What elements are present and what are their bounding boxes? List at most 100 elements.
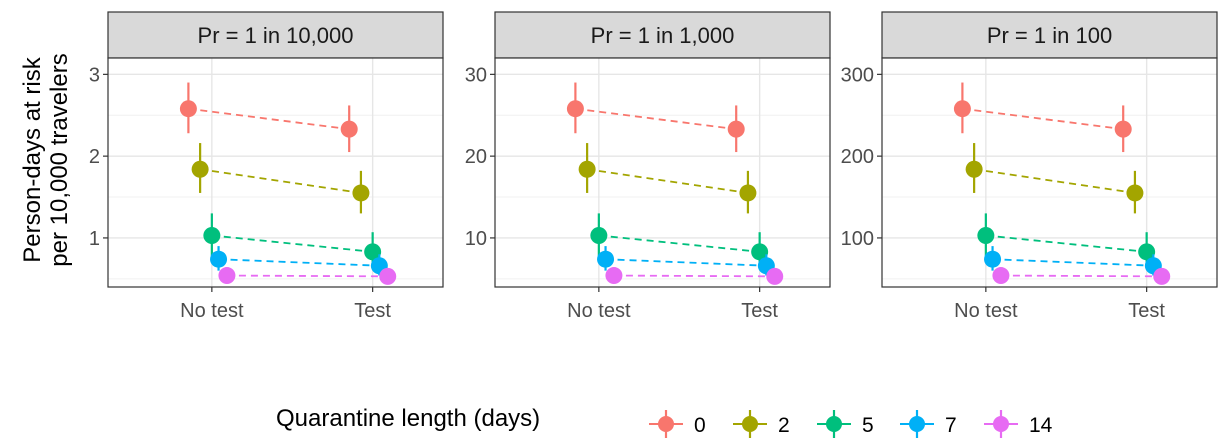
- series-0-facet-2: [566, 82, 745, 153]
- legend-item-2: 2: [733, 410, 790, 438]
- y-tick-label: 1: [89, 228, 100, 250]
- series-line: [985, 234, 1147, 253]
- legend-label: 7: [945, 414, 957, 437]
- series-line: [598, 234, 760, 253]
- panel-border-3: [881, 57, 1218, 288]
- legend-label: 14: [1029, 414, 1053, 437]
- y-tick-label: 100: [841, 228, 874, 250]
- x-tick-label: Test: [741, 300, 778, 322]
- plot-area-1: [108, 58, 443, 287]
- y-axis-title-line-2: per 10,000 travelers: [46, 53, 73, 266]
- facet-strip-label-2: Pr = 1 in 1,000: [591, 23, 735, 48]
- series-5-facet-2: [590, 213, 769, 270]
- data-point: [1126, 184, 1144, 202]
- data-point: [727, 120, 745, 138]
- series-line: [605, 258, 767, 267]
- data-point: [218, 267, 236, 285]
- series-14-facet-1: [218, 267, 397, 285]
- series-2-facet-3: [965, 143, 1144, 214]
- facet-panel-2: Pr = 1 in 1,000 10 20 30 No test Test: [465, 11, 831, 322]
- y-tick-label: 20: [465, 146, 487, 168]
- data-point: [965, 160, 983, 178]
- data-point: [992, 267, 1010, 285]
- data-point: [597, 250, 615, 268]
- y-tick-label: 300: [841, 64, 874, 86]
- facet-strip-label-3: Pr = 1 in 100: [987, 23, 1112, 48]
- y-tick-label: 10: [465, 228, 487, 250]
- data-point: [590, 226, 608, 244]
- legend-key-point: [826, 416, 842, 432]
- legend-label: 5: [862, 414, 874, 437]
- data-point: [210, 250, 228, 268]
- series-line: [586, 168, 749, 194]
- data-point: [364, 243, 382, 261]
- legend-item-5: 5: [817, 410, 874, 438]
- legend-key-point: [993, 416, 1009, 432]
- series-line: [973, 168, 1136, 194]
- data-point: [953, 100, 971, 118]
- series-line: [218, 258, 380, 267]
- legend-item-7: 7: [900, 410, 957, 438]
- series-line: [575, 107, 737, 131]
- facet-panel-3: Pr = 1 in 100 100 200 300 No test Test: [841, 11, 1218, 322]
- x-tick-label: Test: [1128, 300, 1165, 322]
- facet-panel-1: Pr = 1 in 10,000 1 2 3 No test Test: [89, 11, 444, 322]
- data-point: [191, 160, 209, 178]
- data-point: [203, 226, 221, 244]
- data-point: [1114, 120, 1132, 138]
- y-tick-label: 2: [89, 146, 100, 168]
- legend-key-point: [742, 416, 758, 432]
- x-tick-label: No test: [954, 300, 1018, 322]
- facet-strip-label-1: Pr = 1 in 10,000: [198, 23, 354, 48]
- data-point: [984, 250, 1002, 268]
- data-point: [179, 100, 197, 118]
- data-point: [1138, 243, 1156, 261]
- plot-area-3: [882, 58, 1217, 287]
- data-point: [766, 267, 784, 285]
- legend-title: Quarantine length (days): [276, 405, 540, 432]
- series-0-facet-3: [953, 82, 1132, 153]
- series-line: [226, 274, 388, 278]
- y-tick-label: 30: [465, 64, 487, 86]
- series-2-facet-2: [578, 143, 757, 214]
- series-line: [613, 274, 775, 278]
- series-14-facet-2: [605, 267, 784, 285]
- series-line: [962, 107, 1124, 131]
- series-5-facet-3: [977, 213, 1156, 270]
- plot-area-2: [495, 58, 830, 287]
- x-tick-label: No test: [180, 300, 244, 322]
- facet-strip-1: [107, 11, 444, 59]
- legend: Quarantine length (days) 0 2 5 7 14: [276, 405, 1053, 438]
- data-point: [605, 267, 623, 285]
- legend-label: 2: [778, 414, 790, 437]
- data-point: [379, 267, 397, 285]
- series-0-facet-1: [179, 82, 358, 153]
- series-line: [1000, 274, 1162, 278]
- y-tick-label: 3: [89, 64, 100, 86]
- legend-item-14: 14: [984, 410, 1053, 438]
- x-tick-label: Test: [354, 300, 391, 322]
- series-14-facet-3: [992, 267, 1171, 285]
- facet-strip-3: [881, 11, 1218, 59]
- data-point: [1153, 267, 1171, 285]
- x-tick-label: No test: [567, 300, 631, 322]
- data-point: [977, 226, 995, 244]
- y-axis-title-line-1: Person-days at risk: [19, 56, 46, 262]
- data-point: [739, 184, 757, 202]
- panel-border-1: [107, 57, 444, 288]
- data-point: [340, 120, 358, 138]
- facet-strip-2: [494, 11, 831, 59]
- series-line: [199, 168, 362, 194]
- data-point: [566, 100, 584, 118]
- legend-key-point: [909, 416, 925, 432]
- series-line: [188, 107, 350, 131]
- data-point: [352, 184, 370, 202]
- y-axis-title: Person-days at risk per 10,000 travelers: [19, 53, 73, 266]
- series-line: [992, 258, 1154, 267]
- legend-item-0: 0: [649, 410, 706, 438]
- series-line: [211, 234, 373, 253]
- series-2-facet-1: [191, 143, 370, 214]
- data-point: [578, 160, 596, 178]
